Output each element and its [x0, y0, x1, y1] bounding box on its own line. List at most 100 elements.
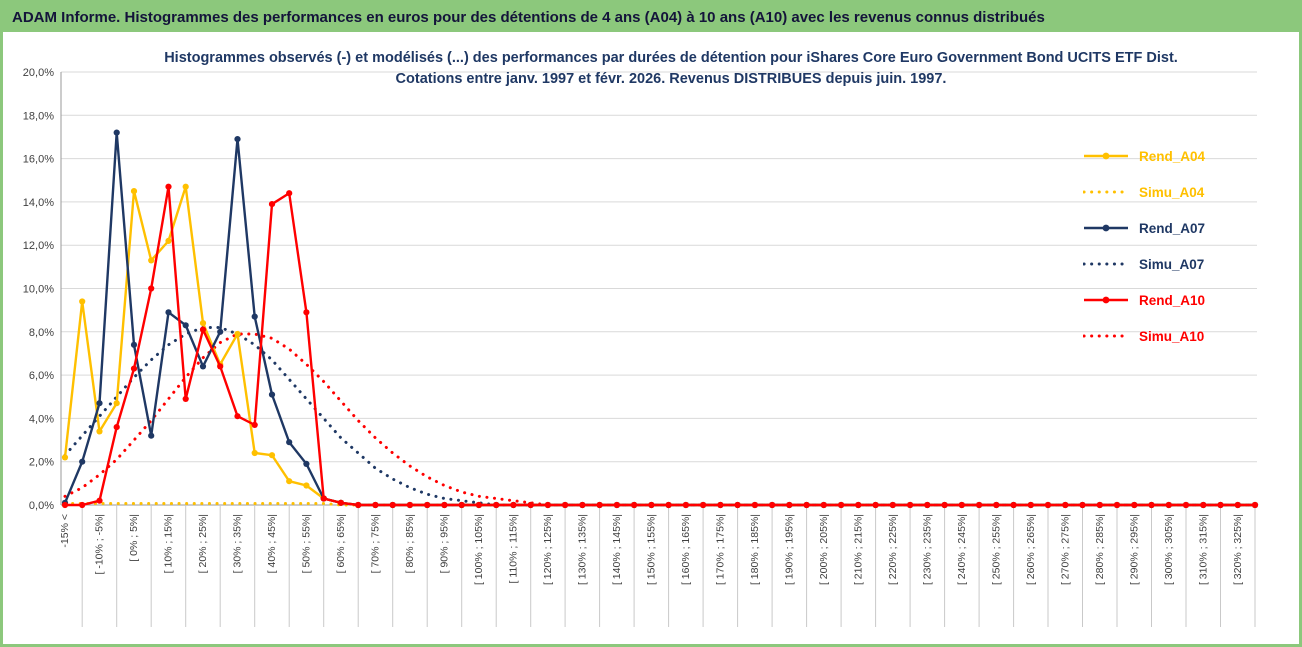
x-tick-label: [ 310% ; 315%| — [1197, 514, 1209, 585]
legend-label: Simu_A04 — [1139, 184, 1205, 200]
legend-label: Rend_A10 — [1139, 292, 1206, 308]
series-marker-Rend_A07 — [130, 341, 138, 348]
series-marker-Rend_A10 — [406, 501, 413, 509]
header-title: ADAM Informe. Histogrammes des performan… — [12, 9, 1045, 26]
chart-area: Histogrammes observés (-) et modélisés (… — [3, 32, 1299, 644]
x-tick-label: [ 40% ; 45%| — [266, 514, 278, 573]
series-marker-Rend_A10 — [838, 501, 845, 509]
x-tick-label: [ 230% ; 235%| — [921, 514, 933, 585]
series-marker-Rend_A10 — [79, 501, 86, 509]
header-bar: ADAM Informe. Histogrammes des performan… — [3, 3, 1299, 32]
legend-entry-Simu_A10: Simu_A10 — [1083, 318, 1205, 354]
series-marker-Rend_A07 — [268, 391, 276, 398]
y-tick-label: 12,0% — [23, 240, 54, 252]
legend-entry-Rend_A07: Rend_A07 — [1083, 210, 1205, 246]
series-marker-Rend_A04 — [199, 320, 207, 327]
series-marker-Rend_A10 — [148, 285, 155, 292]
series-marker-Rend_A10 — [268, 201, 276, 208]
series-marker-Rend_A04 — [165, 237, 172, 244]
series-marker-Rend_A10 — [510, 501, 517, 509]
series-marker-Rend_A10 — [303, 309, 310, 316]
legend-label: Simu_A07 — [1139, 256, 1205, 272]
series-marker-Rend_A04 — [113, 400, 120, 407]
legend-sample-solid-icon — [1084, 152, 1128, 160]
legend-sample-dotted-icon — [1083, 334, 1129, 338]
series-marker-Rend_A10 — [682, 501, 690, 509]
series-line-Rend_A07 — [63, 132, 1255, 507]
series-marker-Rend_A04 — [148, 257, 155, 264]
y-tick-label: 10,0% — [23, 284, 54, 296]
series-marker-Rend_A10 — [113, 424, 120, 431]
series-marker-Rend_A10 — [924, 501, 931, 509]
legend-label: Rend_A07 — [1139, 220, 1206, 236]
series-marker-Rend_A10 — [648, 501, 655, 509]
legend-entry-Rend_A10: Rend_A10 — [1083, 282, 1205, 318]
x-tick-label: [ 150% ; 155%| — [645, 514, 657, 585]
series-marker-Rend_A10 — [337, 499, 344, 506]
series-marker-Rend_A10 — [613, 501, 621, 509]
y-tick-label: 4,0% — [29, 413, 54, 425]
series-marker-Rend_A10 — [700, 501, 707, 509]
series-marker-Rend_A10 — [941, 501, 948, 509]
series-marker-Rend_A10 — [165, 183, 172, 190]
x-tick-label: [ 250% ; 255%| — [990, 514, 1002, 585]
series-marker-Rend_A04 — [234, 330, 241, 338]
legend-label: Simu_A10 — [1139, 328, 1205, 344]
series-marker-Rend_A10 — [389, 501, 396, 509]
x-tick-label: [ 170% ; 175%| — [714, 514, 726, 585]
series-marker-Rend_A10 — [1131, 501, 1138, 509]
x-tick-label: [ 30% ; 35%| — [232, 514, 244, 573]
x-tick-label: [ -10% ; -5%| — [94, 514, 106, 575]
series-marker-Rend_A10 — [1234, 501, 1241, 509]
series-marker-Rend_A04 — [286, 478, 293, 485]
x-tick-label: [ 0% ; 5%| — [128, 514, 140, 562]
series-marker-Rend_A10 — [199, 326, 207, 333]
x-tick-label: [ 60% ; 65%| — [335, 514, 347, 573]
x-tick-label: [ 130% ; 135%| — [576, 514, 588, 585]
x-tick-label: [ 120% ; 125%| — [542, 514, 554, 585]
x-tick-label: [ 160% ; 165%| — [680, 514, 692, 585]
series-marker-Rend_A10 — [976, 501, 983, 509]
series-marker-Rend_A10 — [61, 501, 69, 509]
series-marker-Rend_A10 — [355, 501, 362, 509]
series-marker-Rend_A10 — [1200, 501, 1207, 509]
series-marker-Rend_A10 — [1251, 501, 1259, 509]
series-marker-Rend_A10 — [907, 501, 914, 509]
series-marker-Rend_A10 — [579, 501, 586, 509]
x-tick-label: [ 50% ; 55%| — [300, 514, 312, 573]
x-tick-label: [ 220% ; 225%| — [887, 514, 899, 585]
y-tick-label: 18,0% — [23, 110, 54, 122]
series-marker-Rend_A10 — [872, 501, 879, 509]
series-marker-Rend_A10 — [562, 501, 569, 509]
series-marker-Rend_A10 — [786, 501, 793, 509]
series-marker-Rend_A04 — [79, 298, 86, 305]
series-marker-Rend_A10 — [424, 501, 431, 509]
series-marker-Rend_A10 — [1010, 501, 1017, 509]
series-line-Rend_A10 — [65, 186, 1255, 507]
series-marker-Rend_A10 — [251, 421, 258, 428]
y-tick-label: 0,0% — [29, 500, 54, 512]
series-marker-Rend_A10 — [734, 501, 741, 509]
series-marker-Rend_A04 — [268, 452, 276, 459]
x-tick-label: [ 100% ; 105%| — [473, 514, 485, 585]
series-marker-Rend_A04 — [96, 428, 103, 435]
series-marker-Rend_A10 — [1165, 501, 1172, 509]
x-tick-label: [ 10% ; 15%| — [163, 514, 175, 573]
series-marker-Rend_A07 — [199, 363, 207, 370]
x-tick-label: [ 70% ; 75%| — [369, 514, 381, 573]
legend: Rend_A04 Simu_A04 Rend_A07 Simu_A07 Rend_A10… — [1083, 138, 1205, 354]
series-marker-Rend_A10 — [1079, 501, 1086, 509]
series-marker-Rend_A04 — [61, 454, 69, 461]
series-marker-Rend_A10 — [993, 501, 1000, 509]
x-tick-label: [ 290% ; 295%| — [1128, 514, 1140, 585]
legend-entry-Simu_A04: Simu_A04 — [1083, 174, 1205, 210]
series-marker-Rend_A07 — [217, 328, 224, 335]
series-marker-Rend_A10 — [769, 501, 776, 509]
series-marker-Rend_A10 — [372, 501, 379, 509]
x-tick-label: [ 320% ; 325%| — [1232, 514, 1244, 585]
series-marker-Rend_A07 — [113, 129, 120, 136]
series-marker-Rend_A07 — [79, 458, 86, 465]
series-marker-Rend_A10 — [286, 190, 293, 197]
series-marker-Rend_A10 — [1027, 501, 1034, 509]
series-marker-Rend_A10 — [1182, 501, 1190, 509]
